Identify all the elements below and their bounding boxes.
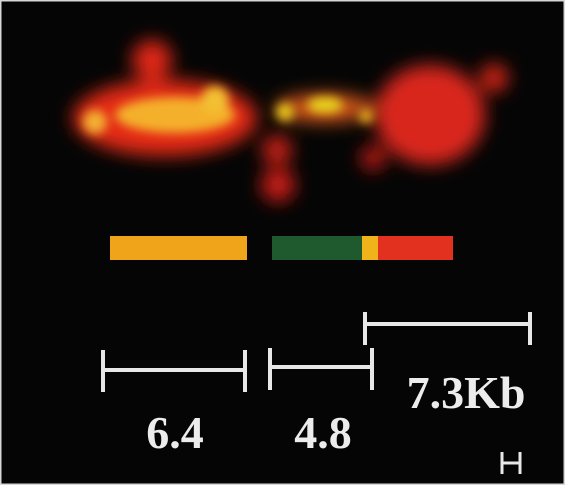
segment-orange [110,236,247,260]
scale-label: 7.3Kb [407,367,526,418]
segment-green [272,236,362,260]
segment-red [378,236,453,260]
page: 6.4 4.8 7.3Kb (() => { const data = JSON… [0,0,565,485]
micrograph: 6.4 4.8 7.3Kb [0,0,565,485]
color-map [110,236,453,260]
scale-label: 6.4 [146,407,204,458]
segment-yellow [362,236,378,260]
scale-label: 4.8 [294,407,352,458]
